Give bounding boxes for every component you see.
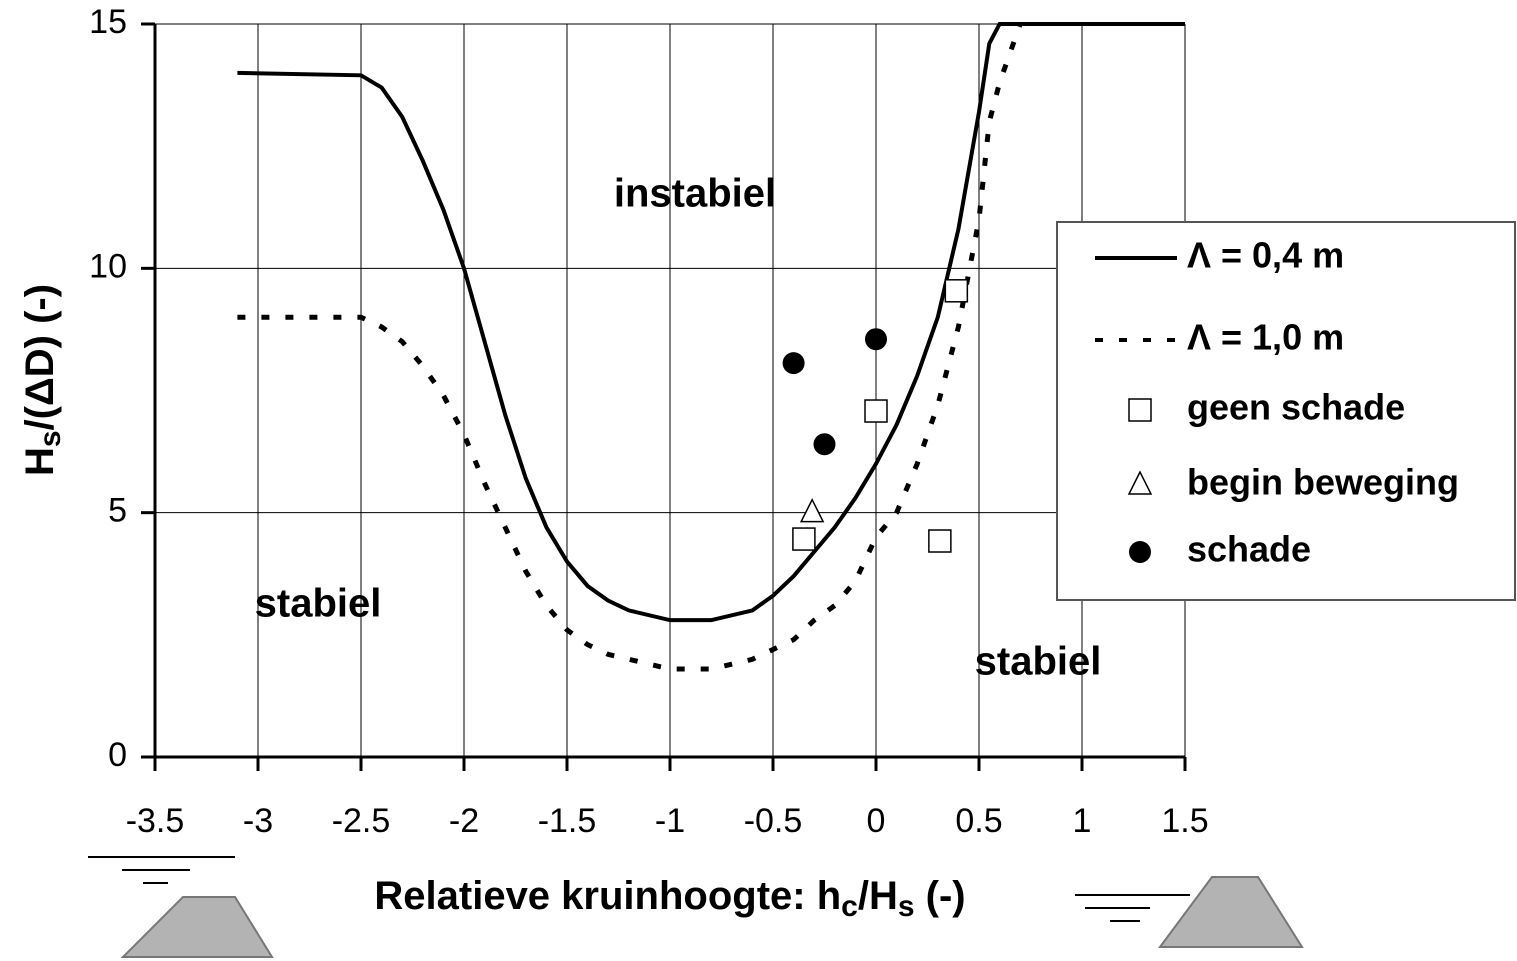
line-series — [237, 24, 1185, 620]
x-axis-label-part: (-) — [915, 874, 966, 918]
legend-label: schade — [1187, 529, 1311, 570]
x-axis-label-part: Relatieve kruinhoogte: h — [374, 874, 841, 918]
y-axis-label-part: s — [34, 430, 67, 447]
x-axis-label-part: c — [841, 890, 858, 923]
y-tick-label: 0 — [108, 736, 127, 774]
x-tick-label: 0.5 — [955, 802, 1002, 840]
marker — [783, 352, 805, 374]
page: -3.5 -3 -2.5 -2 -1.5 -1 -0.5 0 0.5 1 1.5 0 5 10 15 Rela… — [0, 0, 1517, 961]
legend: Λ = 0,4 m Λ = 1,0 m geen schade begin beweg… — [1057, 222, 1515, 600]
x-axis-label-part: s — [898, 890, 915, 923]
marker — [929, 530, 951, 552]
annotation: instabiel — [614, 172, 776, 216]
legend-label: begin beweging — [1187, 462, 1459, 503]
x-tick-label: -1.5 — [538, 802, 597, 840]
legend-label: Λ = 1,0 m — [1187, 317, 1344, 358]
y-axis-label-part: H — [18, 447, 62, 476]
marker — [801, 500, 823, 522]
y-axis-label-part: /(ΔD) (-) — [18, 284, 62, 430]
y-tick-label: 5 — [108, 492, 127, 530]
x-tick-label: -2.5 — [332, 802, 391, 840]
y-tick-label: 15 — [89, 3, 127, 41]
annotation: stabiel — [255, 582, 382, 626]
x-tick-label: -0.5 — [744, 802, 803, 840]
x-axis-label: Relatieve kruinhoogte: hc/Hs (-) — [374, 874, 965, 924]
x-tick-label: -3 — [243, 802, 273, 840]
x-tick-label: -2 — [449, 802, 479, 840]
marker — [865, 400, 887, 422]
x-tick-label: 1.5 — [1161, 802, 1208, 840]
chart: -3.5 -3 -2.5 -2 -1.5 -1 -0.5 0 0.5 1 1.5 0 5 10 15 Rela… — [0, 0, 1517, 961]
y-tick-label: 10 — [89, 247, 127, 285]
x-tick-label: 0 — [867, 802, 886, 840]
x-axis-label-part: /H — [858, 874, 898, 918]
marker — [1129, 399, 1151, 421]
marker — [945, 280, 967, 302]
legend-label: Λ = 0,4 m — [1187, 235, 1344, 276]
x-tick-label: -3.5 — [126, 802, 185, 840]
marker — [865, 328, 887, 350]
x-tick-label: -1 — [655, 802, 685, 840]
marker — [1129, 541, 1151, 563]
legend-label: geen schade — [1187, 387, 1405, 428]
marker — [793, 528, 815, 550]
line-series — [237, 24, 1020, 669]
y-axis-label: Hs/(ΔD) (-) — [18, 284, 68, 476]
x-tick-label: 1 — [1073, 802, 1092, 840]
annotation: stabiel — [975, 640, 1102, 684]
marker — [814, 433, 836, 455]
